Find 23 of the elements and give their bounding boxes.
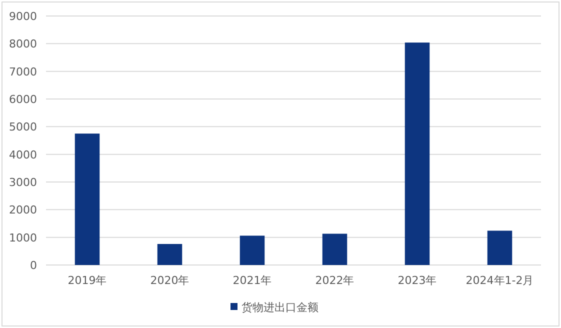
bar bbox=[74, 134, 100, 265]
y-tick-label: 3000 bbox=[9, 176, 37, 189]
y-tick-label: 0 bbox=[30, 259, 37, 272]
y-tick-label: 6000 bbox=[9, 93, 37, 106]
x-tick-label: 2023年 bbox=[398, 274, 437, 287]
y-tick-label: 5000 bbox=[9, 120, 37, 134]
x-tick-label: 2024年1-2月 bbox=[466, 274, 534, 287]
x-tick-label: 2019年 bbox=[68, 274, 107, 287]
y-tick-label: 7000 bbox=[9, 65, 37, 78]
bar bbox=[404, 42, 430, 265]
y-tick-label: 8000 bbox=[9, 38, 37, 51]
y-tick-label: 4000 bbox=[9, 148, 37, 162]
y-tick-label: 1000 bbox=[9, 231, 37, 244]
x-tick-label: 2020年 bbox=[150, 274, 190, 287]
bar bbox=[240, 236, 265, 265]
legend-label: 货物进出口金额 bbox=[242, 301, 318, 314]
y-tick-label: 2000 bbox=[9, 204, 37, 217]
bar bbox=[487, 230, 512, 265]
bar bbox=[322, 234, 348, 265]
x-tick-label: 2022年 bbox=[315, 274, 354, 287]
x-tick-label: 2021年 bbox=[232, 274, 272, 287]
y-tick-label: 9000 bbox=[9, 10, 37, 23]
bar bbox=[157, 244, 182, 265]
